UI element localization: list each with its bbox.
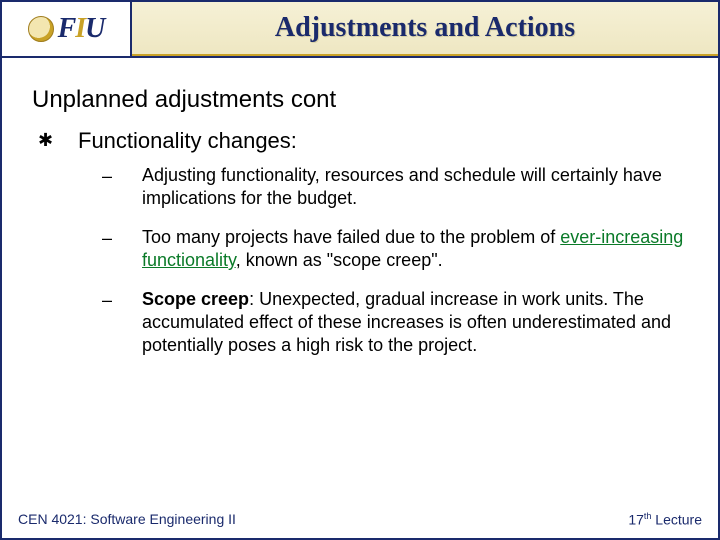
title-area: Adjustments and Actions (132, 2, 718, 56)
lecture-number: 17 (628, 512, 644, 528)
bold-lead: Scope creep (142, 289, 249, 309)
university-seal-icon (28, 16, 54, 42)
slide-body: Unplanned adjustments cont ✱ Functionali… (2, 58, 718, 357)
sub-list: – Adjusting functionality, resources and… (102, 164, 688, 357)
list-item: – Scope creep: Unexpected, gradual incre… (102, 288, 688, 357)
footer-right: 17th Lecture (628, 511, 702, 528)
logo-box: FIU (2, 2, 132, 56)
title-bar: FIU Adjustments and Actions (2, 2, 718, 58)
topic-label: Functionality changes: (78, 128, 297, 154)
text-run: Too many projects have failed due to the… (142, 227, 560, 247)
section-heading: Unplanned adjustments cont (32, 86, 688, 114)
footer-left: CEN 4021: Software Engineering II (18, 511, 236, 528)
slide-title: Adjustments and Actions (275, 12, 575, 44)
fiu-logo-text: FIU (58, 13, 105, 45)
star-bullet-icon: ✱ (38, 128, 54, 152)
slide-footer: CEN 4021: Software Engineering II 17th L… (18, 511, 702, 528)
logo-letter: F (58, 13, 76, 44)
list-item: – Too many projects have failed due to t… (102, 226, 688, 272)
logo-letter: U (85, 13, 104, 44)
lecture-label: Lecture (651, 512, 702, 528)
sub-text: Scope creep: Unexpected, gradual increas… (142, 288, 688, 357)
text-run: , known as "scope creep". (236, 250, 443, 270)
dash-bullet-icon: – (102, 288, 116, 312)
sub-text: Too many projects have failed due to the… (142, 226, 688, 272)
slide-container: FIU Adjustments and Actions Unplanned ad… (0, 0, 720, 540)
sub-text: Adjusting functionality, resources and s… (142, 164, 688, 210)
list-item: – Adjusting functionality, resources and… (102, 164, 688, 210)
dash-bullet-icon: – (102, 226, 116, 250)
logo-letter: I (75, 13, 85, 44)
topic-row: ✱ Functionality changes: (38, 128, 688, 154)
dash-bullet-icon: – (102, 164, 116, 188)
